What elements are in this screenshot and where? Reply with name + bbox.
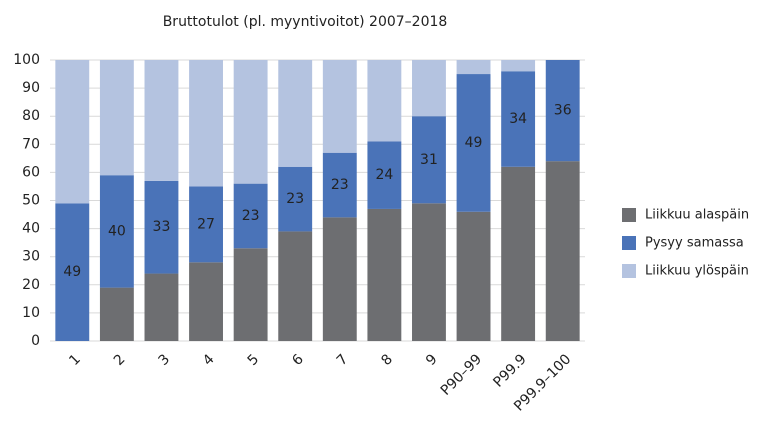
legend-swatch <box>622 208 636 222</box>
bar-segment <box>322 217 357 341</box>
bar-segment <box>144 60 179 181</box>
bar-segment <box>233 183 268 249</box>
legend-swatch <box>622 236 636 250</box>
bar-segment <box>233 60 268 184</box>
x-tick-label: 9 <box>423 351 441 369</box>
bar-segment <box>456 60 491 75</box>
bar-segment <box>501 71 536 167</box>
bar-segment <box>278 166 313 232</box>
y-tick-label: 20 <box>22 277 40 293</box>
x-tick-label: 5 <box>245 351 263 369</box>
data-label: 31 <box>420 152 438 168</box>
y-tick-label: 80 <box>22 108 40 124</box>
data-label: 36 <box>554 103 572 119</box>
legend-label: Liikkuu alaspäin <box>645 208 749 223</box>
bar-segment <box>412 60 446 117</box>
data-label: 49 <box>63 264 81 280</box>
bar-segment <box>189 60 223 187</box>
y-tick-label: 100 <box>13 52 40 68</box>
data-label: 23 <box>286 191 304 207</box>
x-tick-label: 3 <box>155 351 173 369</box>
bar-segment <box>412 203 446 341</box>
x-tick-label: 7 <box>334 351 352 369</box>
data-label: 49 <box>465 135 483 151</box>
bar-segment <box>501 60 536 72</box>
bar-segment <box>545 60 580 162</box>
x-tick-label: 1 <box>66 351 84 369</box>
x-tick-label: 6 <box>289 351 307 369</box>
bar-segment <box>144 273 179 341</box>
bar-segment <box>545 161 580 341</box>
x-tick-label: 2 <box>111 351 129 369</box>
bar-segment <box>278 231 313 341</box>
legend-swatch <box>622 264 636 278</box>
bar-segment <box>189 262 223 341</box>
bar-segment <box>501 166 536 341</box>
bar-segment <box>233 248 268 341</box>
x-tick-label: P90–99 <box>438 351 485 398</box>
data-label: 34 <box>509 111 527 127</box>
bar-segment <box>99 175 134 288</box>
data-label: 27 <box>197 216 215 232</box>
bar-segment <box>456 211 491 341</box>
bar-segment <box>367 208 402 341</box>
bar-segment <box>189 186 223 263</box>
x-tick-label: P99.9 <box>490 351 529 390</box>
bar-segment <box>99 287 134 341</box>
bar-segment <box>322 152 357 218</box>
x-tick-label: 8 <box>378 351 396 369</box>
bar-segment <box>322 60 357 153</box>
chart-title: Bruttotulot (pl. myyntivoitot) 2007–2018 <box>163 14 448 30</box>
bar-segment <box>456 74 491 212</box>
bar-segment <box>367 141 402 209</box>
data-label: 23 <box>242 208 260 224</box>
bar-segment <box>367 60 402 142</box>
data-label: 23 <box>331 177 349 193</box>
y-tick-label: 70 <box>22 136 40 152</box>
data-label: 40 <box>108 223 126 239</box>
y-tick-label: 10 <box>22 305 40 321</box>
bar-segment <box>144 180 179 274</box>
bar-segment <box>55 203 90 341</box>
y-tick-label: 60 <box>22 164 40 180</box>
bar-segment <box>55 60 90 204</box>
data-label: 24 <box>375 167 393 183</box>
y-tick-label: 50 <box>22 193 40 209</box>
y-tick-label: 90 <box>22 80 40 96</box>
bar-segment <box>278 60 313 167</box>
legend-label: Liikkuu ylöspäin <box>645 264 749 279</box>
bar-segment <box>412 116 446 204</box>
data-label: 33 <box>153 219 171 235</box>
legend-label: Pysyy samassa <box>645 236 744 251</box>
x-tick-label: 4 <box>200 351 218 369</box>
y-tick-label: 30 <box>22 249 40 265</box>
y-tick-label: 0 <box>31 333 40 349</box>
y-tick-label: 40 <box>22 221 40 237</box>
bar-segment <box>99 60 134 176</box>
